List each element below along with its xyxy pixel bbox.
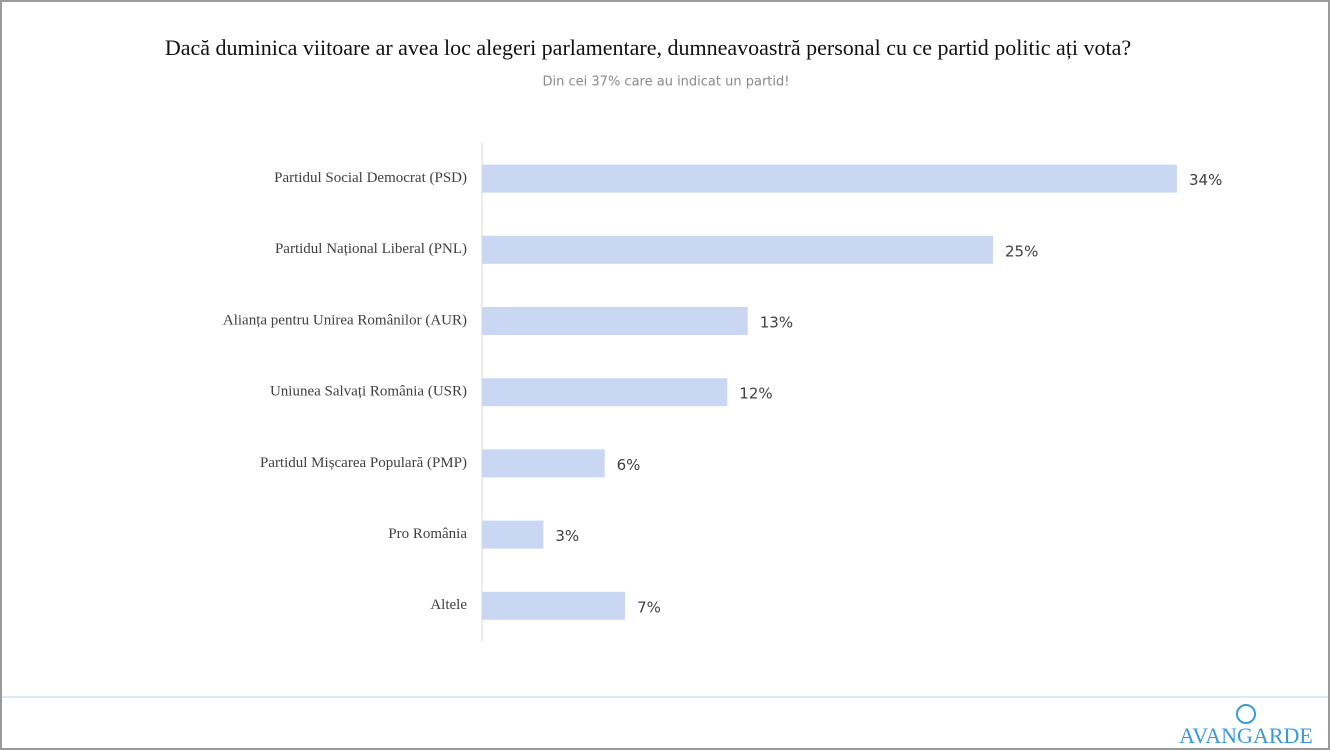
- category-label: Partidul Mișcarea Populară (PMP): [260, 455, 467, 471]
- category-label: Pro România: [388, 526, 467, 542]
- value-label: 6%: [617, 456, 641, 474]
- value-label: 13%: [760, 314, 793, 332]
- bar: [482, 307, 748, 335]
- bar: [482, 235, 994, 264]
- value-label: 34%: [1189, 171, 1222, 189]
- logo: AVANGARDE: [1179, 723, 1313, 748]
- logo-icon: [1236, 704, 1256, 724]
- value-label: 12%: [739, 385, 772, 403]
- bar: [482, 591, 626, 620]
- bar: [482, 520, 544, 549]
- category-label: Alianța pentru Unirea Românilor (AUR): [223, 312, 467, 328]
- bar: [482, 449, 605, 478]
- category-label: Partidul Social Democrat (PSD): [274, 170, 467, 186]
- bar: [482, 164, 1177, 193]
- chart-subtitle: Din cei 37% care au indicat un partid!: [543, 75, 790, 90]
- category-label: Altele: [430, 597, 467, 613]
- value-label: 7%: [637, 598, 661, 616]
- bar: [482, 378, 728, 407]
- value-label: 3%: [555, 527, 579, 545]
- category-label: Uniunea Salvați România (USR): [270, 384, 467, 400]
- chart-title: Dacă duminica viitoare ar avea loc alege…: [165, 35, 1131, 60]
- value-label: 25%: [1005, 242, 1038, 260]
- category-label: Partidul Național Liberal (PNL): [275, 241, 467, 257]
